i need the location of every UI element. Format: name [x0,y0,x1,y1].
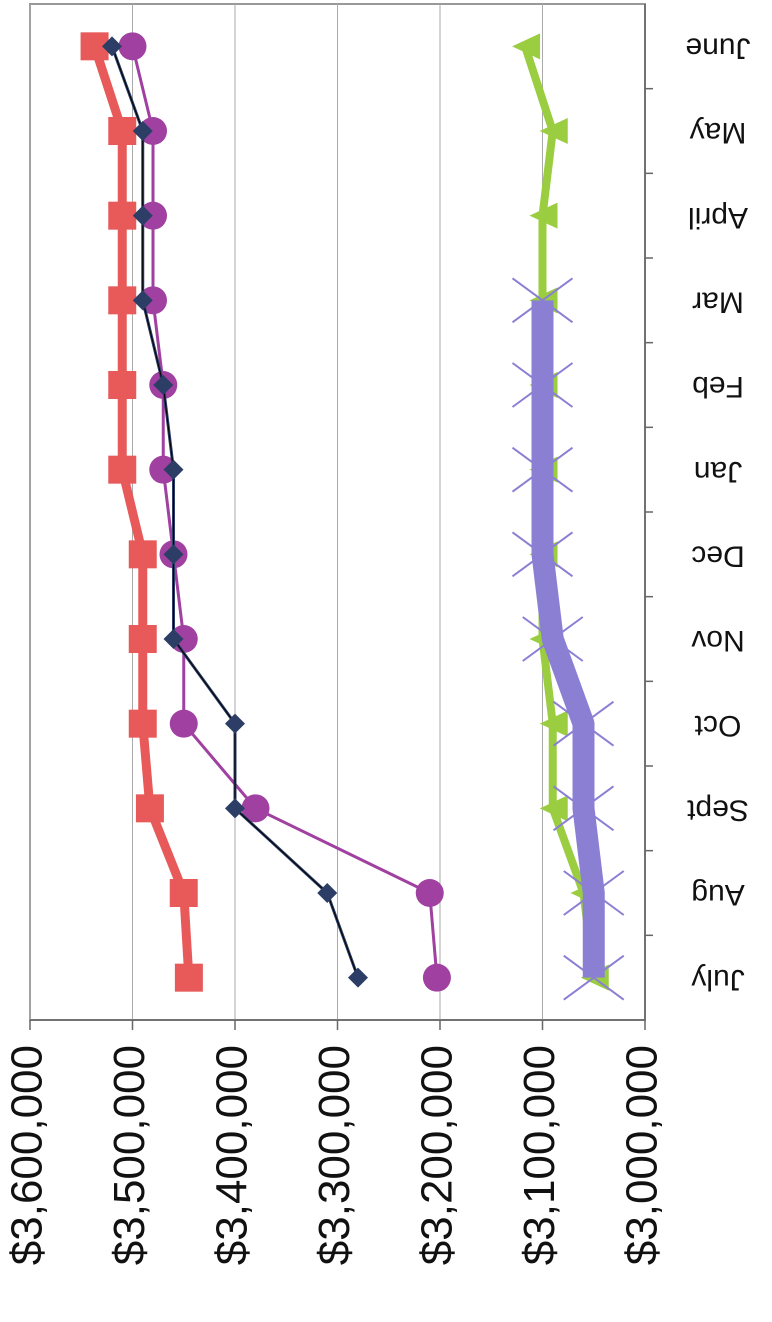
marker [108,286,137,315]
marker [317,883,338,903]
marker [169,709,198,738]
marker [511,277,574,324]
series-line [90,44,194,978]
marker [539,795,568,822]
marker [139,117,167,145]
marker [153,375,174,395]
y-tick-label: $3,100,000 [515,1045,564,1265]
marker [415,879,444,907]
marker [512,33,541,60]
marker [552,785,615,832]
marker [563,954,625,1001]
marker [163,629,184,649]
marker [163,544,184,565]
x-tick-label: Oct [694,709,741,742]
marker [108,201,137,230]
marker [539,710,568,737]
marker [169,879,198,907]
x-tick-label: Dec [691,539,744,572]
marker [422,963,451,992]
y-tick-label: $3,300,000 [310,1045,359,1265]
y-tick-label: $3,400,000 [208,1045,257,1265]
marker [135,794,164,823]
marker [174,963,203,992]
x-tick-label: Feb [692,370,744,403]
marker [108,371,137,399]
marker [102,36,122,57]
x-tick-label: Nov [691,624,744,657]
y-tick-label: $3,500,000 [105,1045,154,1265]
marker [539,118,568,144]
marker [552,700,615,747]
series-line-core [111,46,359,978]
x-tick-label: July [691,963,744,996]
marker [529,202,558,229]
marker [522,616,584,662]
marker [225,713,245,734]
marker [511,362,574,408]
marker [139,201,167,230]
x-tick-label: May [690,116,747,149]
marker [118,32,147,61]
marker [128,709,157,738]
marker [139,286,167,315]
x-tick-label: Aug [691,878,744,911]
marker [132,121,153,141]
marker [511,531,574,578]
marker [241,794,270,823]
y-tick-label: $3,200,000 [413,1045,462,1265]
marker [511,446,574,493]
marker [149,455,178,484]
marker [132,205,153,226]
marker [225,798,245,819]
series-line [131,45,439,978]
x-tick-label: Mar [692,285,744,318]
marker [563,870,625,916]
marker [108,117,137,145]
marker [163,459,184,480]
marker [128,625,157,653]
x-tick-label: Jan [694,455,742,488]
y-tick-label: $3,000,000 [618,1045,667,1265]
x-tick-label: Sept [686,793,748,826]
marker [132,290,153,311]
marker [108,455,137,484]
y-tick-label: $3,600,000 [3,1045,52,1265]
x-tick-label: June [685,31,750,64]
marker [348,967,368,988]
marker [128,540,157,569]
x-tick-label: April [688,201,748,234]
